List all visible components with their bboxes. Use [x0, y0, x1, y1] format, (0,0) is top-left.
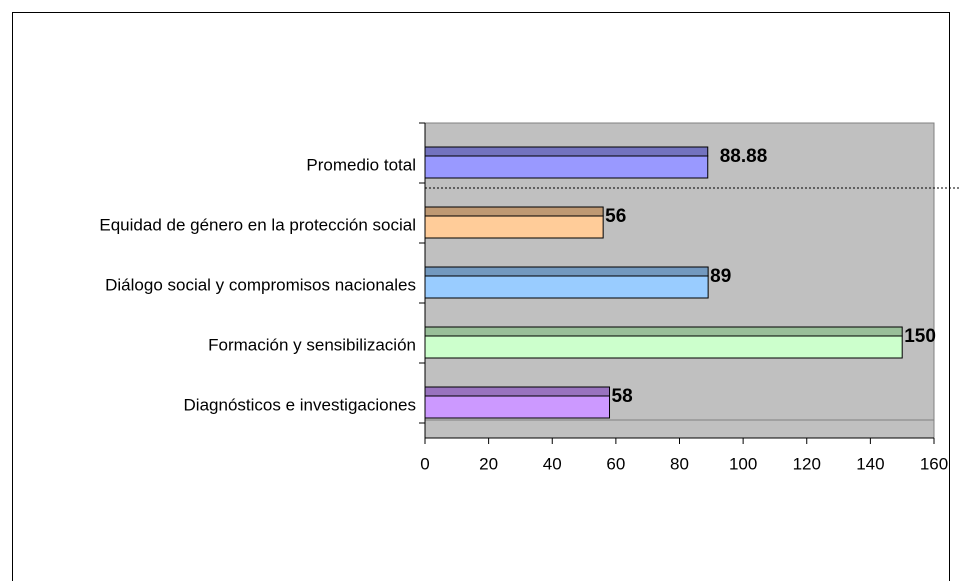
x-tick-label: 0 [420, 454, 429, 473]
y-tick-label: Diagnósticos e investigaciones [184, 395, 416, 414]
x-tick-label: 160 [920, 454, 948, 473]
bar-top [424, 266, 709, 277]
bar-top [424, 146, 709, 157]
data-label: 58 [612, 386, 633, 407]
data-label: 88.88 [720, 146, 768, 167]
data-label: 89 [710, 266, 731, 287]
x-tick-label: 20 [479, 454, 498, 473]
x-tick-label: 100 [729, 454, 757, 473]
x-tick-label: 80 [670, 454, 689, 473]
bar [424, 215, 604, 239]
y-tick-label: Formación y sensibilización [208, 335, 416, 354]
bar-top [424, 206, 604, 217]
x-tick-label: 140 [856, 454, 884, 473]
y-tick-label: Equidad de género en la protección socia… [99, 215, 416, 234]
bar [424, 155, 709, 179]
x-tick-label: 40 [543, 454, 562, 473]
x-tick-label: 120 [793, 454, 821, 473]
bar [424, 275, 709, 299]
data-label: 150 [904, 326, 936, 347]
bar [424, 335, 903, 359]
x-tick-label: 60 [606, 454, 625, 473]
bar-top [424, 326, 903, 337]
data-label: 56 [605, 206, 626, 227]
y-tick-label: Diálogo social y compromisos nacionales [105, 275, 416, 294]
bar-top [424, 386, 611, 397]
y-tick-label: Promedio total [306, 155, 416, 174]
bar [424, 395, 611, 419]
